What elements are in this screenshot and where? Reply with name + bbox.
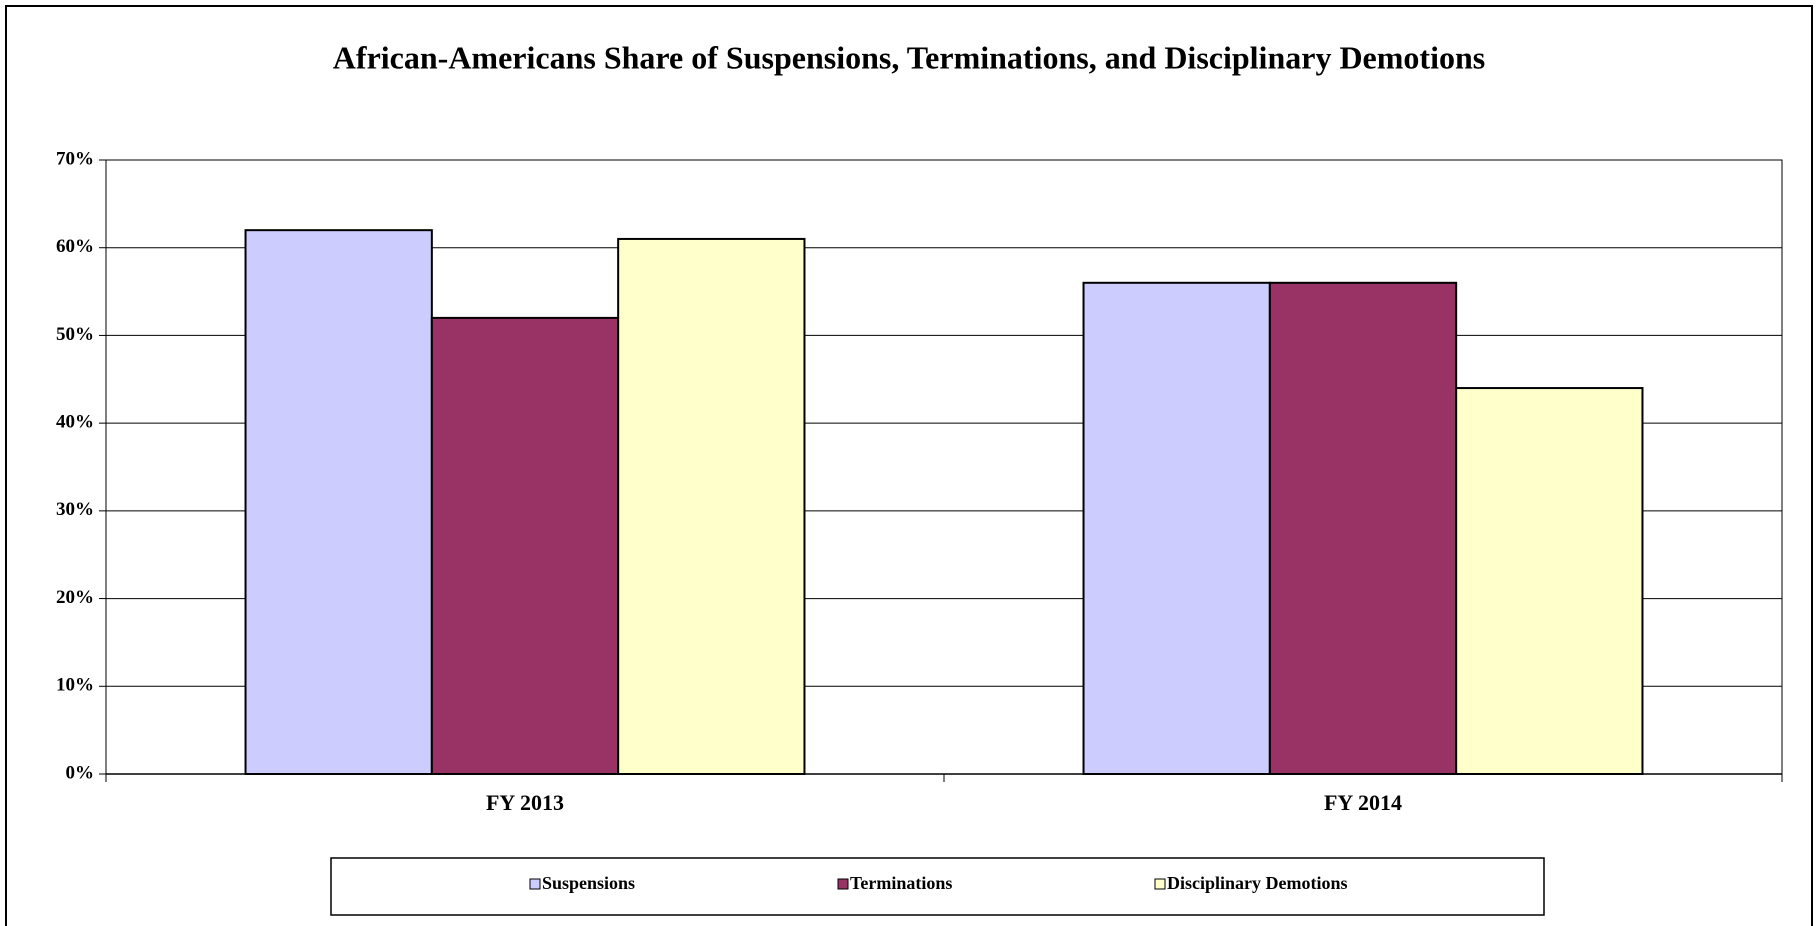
y-tick-label: 40% — [56, 412, 94, 433]
y-tick-label: 30% — [56, 499, 94, 520]
bar — [1268, 281, 1458, 775]
y-tick-label: 60% — [56, 236, 94, 257]
bar — [1455, 387, 1644, 775]
legend-swatch — [837, 878, 849, 890]
bar — [244, 229, 433, 775]
x-tick-label: FY 2014 — [1324, 790, 1402, 815]
legend-label: Terminations — [850, 873, 952, 893]
y-tick-label: 20% — [56, 587, 94, 608]
chart-title: African-Americans Share of Suspensions, … — [333, 39, 1485, 75]
y-tick-label: 10% — [56, 675, 94, 696]
legend-label: Disciplinary Demotions — [1167, 873, 1348, 893]
legend-swatch — [529, 878, 541, 890]
y-tick-label: 0% — [66, 762, 95, 783]
legend-label: Suspensions — [542, 873, 635, 893]
y-tick-label: 70% — [56, 148, 94, 169]
y-tick-label: 50% — [56, 324, 94, 345]
bar — [617, 237, 806, 775]
x-tick-label: FY 2013 — [486, 790, 564, 815]
bar — [1082, 281, 1271, 775]
bar — [430, 316, 620, 775]
legend-swatch — [1154, 878, 1166, 890]
